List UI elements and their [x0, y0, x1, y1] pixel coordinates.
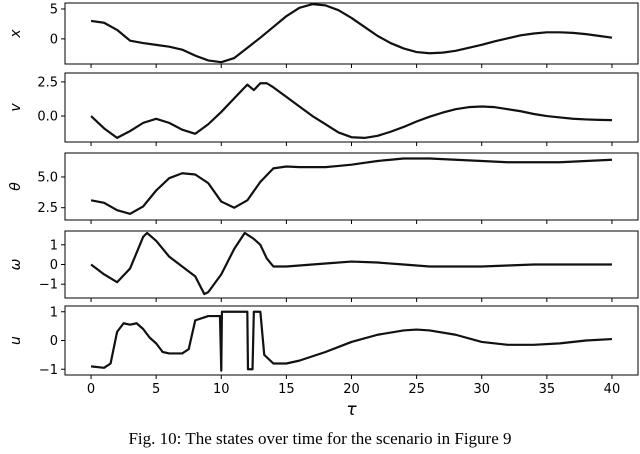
y-tick-label: 0.0 — [37, 110, 58, 125]
y-tick-label: 0 — [50, 334, 58, 349]
x-tick-label: 30 — [473, 382, 490, 397]
x-tick-label: 15 — [278, 382, 295, 397]
caption: Fig. 10: The states over time for the sc… — [128, 429, 511, 448]
x-axis-label: τ — [346, 400, 357, 420]
x-tick-label: 35 — [539, 382, 556, 397]
y-tick-label: 5.0 — [37, 170, 58, 185]
y-tick-label: 0 — [50, 258, 58, 273]
y-tick-label: −1 — [39, 363, 58, 378]
x-tick-label: 0 — [87, 382, 95, 397]
y-tick-label: −1 — [39, 278, 58, 293]
y-axis-label: u — [8, 336, 24, 345]
plot-frame — [64, 2, 639, 65]
y-axis-label: ω — [8, 258, 24, 270]
line — [90, 310, 613, 372]
x-tick-label: 25 — [408, 382, 425, 397]
y-tick-label: 2.5 — [37, 201, 58, 216]
plot-frame — [64, 72, 639, 143]
plot-frame — [64, 305, 639, 376]
line — [90, 157, 613, 215]
y-axis-label: θ — [8, 182, 24, 191]
y-axis-label: v — [8, 103, 24, 112]
line — [90, 82, 612, 139]
x-tick-label: 20 — [343, 382, 360, 397]
y-tick-label: 1 — [50, 238, 58, 253]
y-tick-label: 2.5 — [37, 75, 58, 90]
x-tick-label: 5 — [152, 382, 160, 397]
x-tick-label: 10 — [213, 382, 230, 397]
y-tick-label: 5 — [50, 2, 58, 17]
line — [90, 3, 613, 64]
x-tick-label: 40 — [604, 382, 621, 397]
y-tick-label: 0 — [50, 32, 58, 47]
line — [90, 231, 612, 296]
y-axis-label: x — [8, 29, 24, 39]
y-tick-label: 1 — [50, 305, 58, 320]
